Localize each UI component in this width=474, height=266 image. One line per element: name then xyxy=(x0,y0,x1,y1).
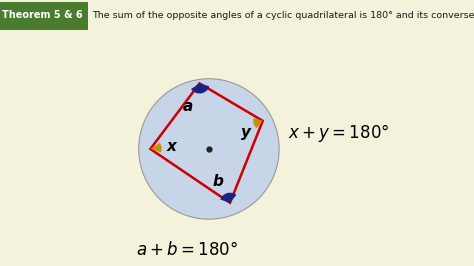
Text: Theorem 5 & 6: Theorem 5 & 6 xyxy=(2,10,83,20)
Text: y: y xyxy=(241,125,251,140)
Text: a: a xyxy=(182,99,193,114)
Wedge shape xyxy=(150,143,162,152)
Wedge shape xyxy=(253,118,263,128)
Text: The sum of the opposite angles of a cyclic quadrilateral is 180° and its convers: The sum of the opposite angles of a cycl… xyxy=(92,11,474,20)
Wedge shape xyxy=(191,84,209,94)
Text: $x + y = 180°$: $x + y = 180°$ xyxy=(289,122,390,144)
Text: b: b xyxy=(213,174,224,189)
Text: $a + b = 180°$: $a + b = 180°$ xyxy=(137,241,238,259)
Circle shape xyxy=(139,79,279,219)
FancyBboxPatch shape xyxy=(0,2,88,30)
Wedge shape xyxy=(220,193,237,203)
Text: x: x xyxy=(166,139,176,154)
